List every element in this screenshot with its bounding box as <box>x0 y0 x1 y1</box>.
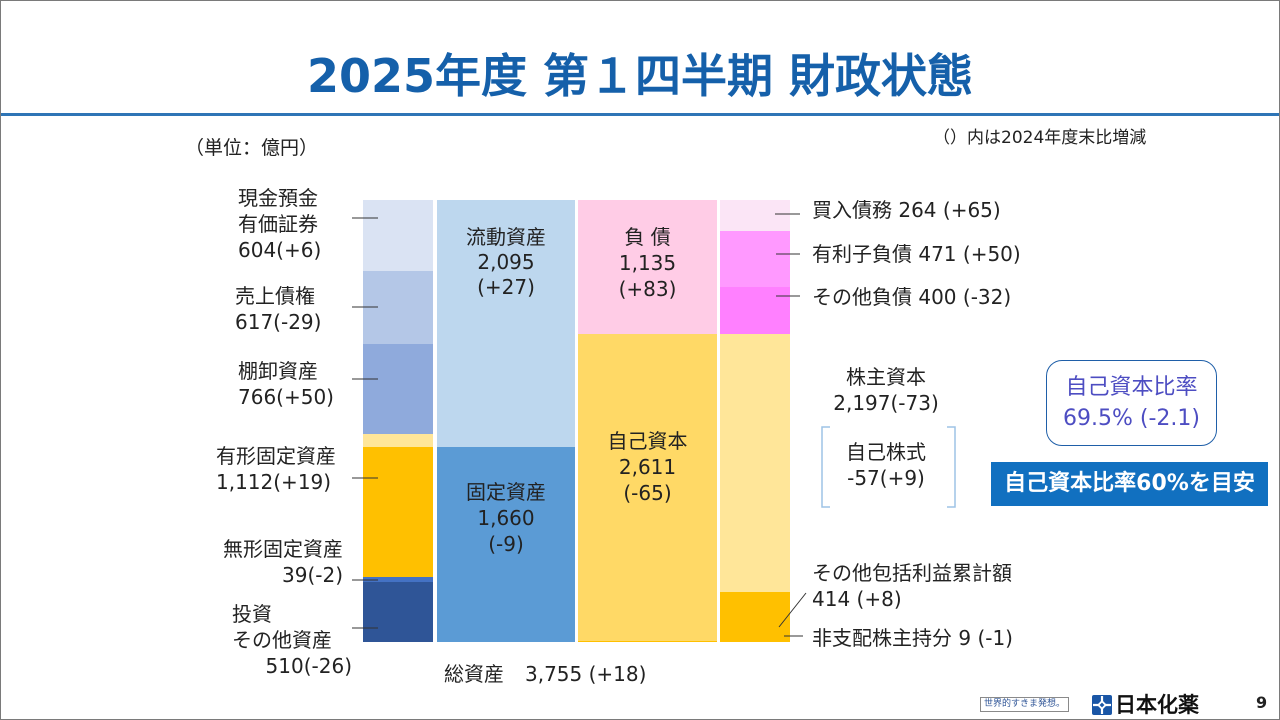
segment-fixed-assets <box>437 447 575 642</box>
label-accumulated-oci-value: 414 (+8) <box>812 587 902 611</box>
segment-other-current-assets <box>363 434 433 447</box>
label-treasury-stock-value: -57(+9) <box>847 466 925 490</box>
label-accumulated-oci-name: その他包括利益累計額 <box>812 561 1012 585</box>
logo-tagline: 世界的すきま発想。 <box>980 697 1070 712</box>
segment-non-controlling-interests <box>578 641 717 642</box>
label-equity: 自己資本 2,611 (-65) <box>578 428 717 506</box>
label-fixed-assets: 固定資産 1,660 (-9) <box>437 479 575 557</box>
label-investments-other-assets: 投資 その他資産 510(-26) <box>232 601 352 679</box>
segment-equity <box>578 334 717 641</box>
label-tangible-fixed-assets-value: 1,112(+19) <box>216 470 332 494</box>
equity-ratio-label: 自己資本比率 <box>1065 375 1198 400</box>
total-assets-value: 3,755 (+18) <box>525 662 647 686</box>
label-equity-value: 2,611 <box>618 455 677 479</box>
segment-other-liabilities <box>720 287 790 334</box>
label-shareholders-equity-name: 株主資本 <box>846 365 926 389</box>
label-liabilities-name: 負 債 <box>624 225 671 249</box>
total-assets-label: 総資産 <box>444 662 504 686</box>
label-interest-bearing-debt: 有利子負債 471 (+50) <box>812 242 1021 266</box>
bar-column-liabilities-equity <box>578 200 717 642</box>
bar-column-liabilities-equity-detail <box>720 200 790 642</box>
label-trade-receivables-name: 売上債権 <box>235 284 315 308</box>
label-other-liabilities: その他負債 400 (-32) <box>812 285 1012 309</box>
label-treasury-stock-name: 自己株式 <box>846 440 926 464</box>
label-tangible-fixed-assets: 有形固定資産 1,112(+19) <box>216 443 336 495</box>
label-current-assets-name: 流動資産 <box>466 225 546 249</box>
label-cash-securities-value: 604(+6) <box>238 238 322 262</box>
label-cash-securities-line2: 有価証券 <box>238 212 318 236</box>
segment-intangible-fixed-assets <box>363 577 433 582</box>
label-intangible-fixed-assets-name: 無形固定資産 <box>223 537 343 561</box>
page-number: 9 <box>1256 693 1268 712</box>
label-accumulated-oci: その他包括利益累計額 414 (+8) <box>812 560 1012 612</box>
label-investments-line1: 投資 <box>232 602 272 626</box>
equity-ratio-value: 69.5% (-2.1) <box>1063 406 1200 431</box>
segment-current-assets <box>437 200 575 447</box>
label-trade-receivables: 売上債権 617(-29) <box>235 283 321 335</box>
segment-inventories <box>363 344 433 434</box>
bar-column-assets <box>437 200 575 642</box>
label-liabilities-value: 1,135 <box>618 251 677 275</box>
segment-investments-other-assets <box>363 582 433 642</box>
equity-ratio-box: 自己資本比率 69.5% (-2.1) <box>1046 360 1217 446</box>
segment-trade-payables <box>720 200 790 231</box>
label-investments-line2: その他資産 <box>232 628 332 652</box>
segment-interest-bearing-debt <box>720 231 790 287</box>
label-current-assets-value: 2,095 <box>477 250 535 274</box>
segment-accumulated-oci <box>720 592 790 641</box>
label-cash-securities: 現金預金 有価証券 604(+6) <box>238 185 321 263</box>
label-inventories-name: 棚卸資産 <box>238 359 318 383</box>
unit-label: （単位：億円） <box>185 137 319 159</box>
label-equity-name: 自己資本 <box>607 429 688 453</box>
total-assets: 総資産 3,755 (+18) <box>444 661 646 687</box>
label-current-assets: 流動資産 2,095 (+27) <box>437 225 575 300</box>
bar-column-asset-detail <box>363 200 433 642</box>
label-cash-securities-line1: 現金預金 <box>238 186 318 210</box>
label-inventories-value: 766(+50) <box>238 385 334 409</box>
label-liabilities-change: (+83) <box>618 277 677 301</box>
label-non-controlling-interests: 非支配株主持分 9 (-1) <box>812 626 1013 650</box>
label-shareholders-equity: 株主資本 2,197(-73) <box>820 364 952 416</box>
label-shareholders-equity-value: 2,197(-73) <box>833 391 939 415</box>
equity-ratio-target-banner: 自己資本比率60%を目安 <box>991 462 1268 506</box>
title-divider <box>0 113 1280 116</box>
segment-cash-securities <box>363 200 433 271</box>
segment-shareholders-equity <box>720 334 790 592</box>
page-title: 2025年度 第１四半期 財政状態 <box>306 49 974 103</box>
segment-non-controlling-interests-detail <box>720 641 790 642</box>
label-liabilities: 負 債 1,135 (+83) <box>578 224 717 302</box>
label-treasury-stock: 自己株式 -57(+9) <box>820 439 952 491</box>
label-intangible-fixed-assets-value: 39(-2) <box>282 563 343 587</box>
segment-tangible-fixed-assets <box>363 447 433 577</box>
label-current-assets-change: (+27) <box>477 275 535 299</box>
label-inventories: 棚卸資産 766(+50) <box>238 358 334 410</box>
label-trade-receivables-value: 617(-29) <box>235 310 322 334</box>
label-tangible-fixed-assets-name: 有形固定資産 <box>216 444 336 468</box>
label-equity-change: (-65) <box>623 481 672 505</box>
label-trade-payables: 買入債務 264 (+65) <box>812 198 1001 222</box>
segment-liabilities <box>578 200 717 334</box>
comparison-note: （）内は2024年度末比増減 <box>933 128 1147 148</box>
label-fixed-assets-name: 固定資産 <box>466 480 546 504</box>
label-intangible-fixed-assets: 無形固定資産 39(-2) <box>206 536 343 588</box>
label-investments-value: 510(-26) <box>265 654 352 678</box>
company-logo-icon <box>1092 695 1112 715</box>
segment-trade-receivables <box>363 271 433 344</box>
label-fixed-assets-change: (-9) <box>488 532 524 556</box>
label-fixed-assets-value: 1,660 <box>477 506 535 530</box>
company-name: 日本化薬 <box>1115 693 1199 717</box>
